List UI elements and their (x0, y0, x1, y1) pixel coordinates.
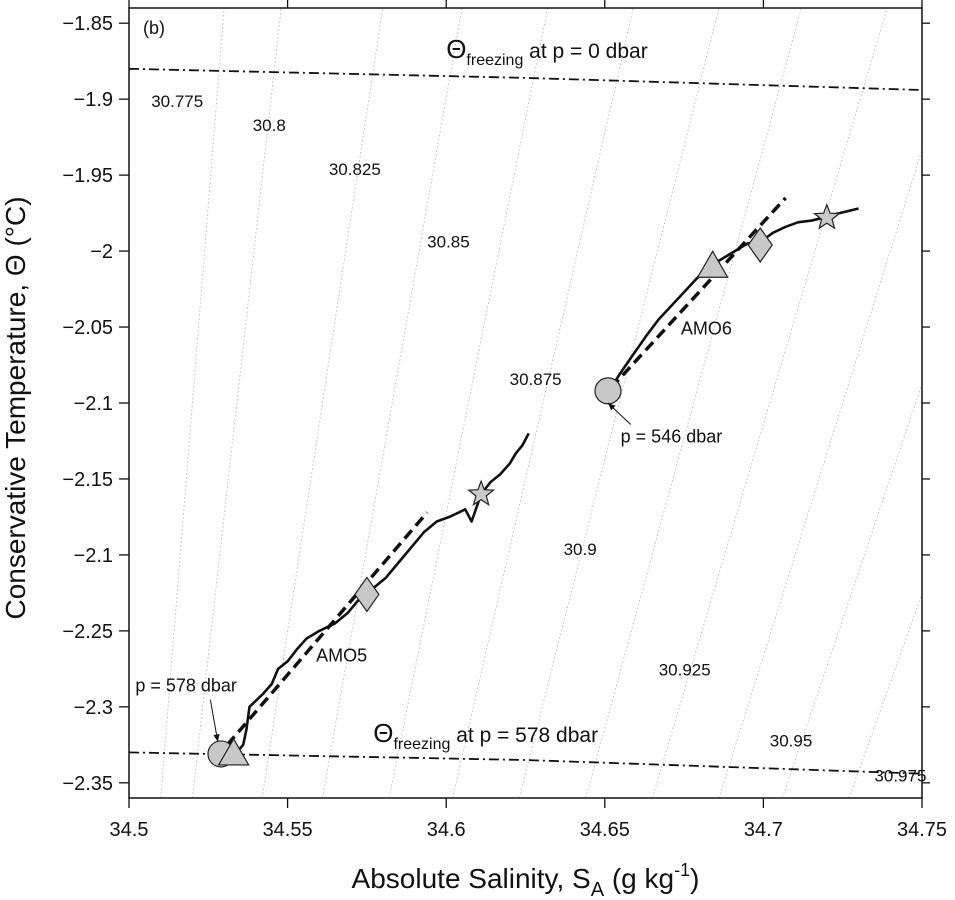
isopycnal-label-7: 30.95 (770, 731, 813, 750)
x-tick-label-4: 34.7 (744, 819, 783, 841)
star-marker-amo5 (467, 479, 496, 507)
x-axis-ticks: 34.5 34.55 34.6 34.65 34.7 34.75 (110, 0, 947, 841)
x-tick-label-1: 34.55 (263, 819, 313, 841)
diamond-marker-amo6 (747, 226, 773, 264)
markers (207, 203, 841, 768)
y-tick-label-3: −2 (90, 241, 113, 263)
annotation-2: p = 546 dbar (621, 427, 723, 447)
linear-fits (226, 196, 787, 746)
isopycnal-line-10 (782, 382, 922, 798)
y-tick-label-0: −1.85 (62, 13, 113, 35)
star-marker-amo6 (812, 203, 841, 230)
triangle-marker-amo6 (696, 250, 729, 278)
y-tick-label-10: −2.35 (62, 773, 113, 795)
y-tick-label-9: −2.3 (74, 697, 113, 719)
circle-marker-amo6 (594, 377, 622, 405)
isopycnal-line-0 (160, 8, 225, 798)
isopycnal-label-3: 30.85 (427, 232, 470, 251)
isopycnal-line-8 (651, 8, 888, 798)
annotations: AMO6 AMO5 p = 546 dbar p = 578 dbar (135, 319, 732, 742)
profile-line-amo6 (610, 207, 859, 389)
x-axis-label: Absolute Salinity, SA (g kg-1) (352, 860, 700, 900)
x-tick-label-3: 34.65 (580, 819, 630, 841)
freezing-label-0: Θfreezing at p = 0 dbar (446, 34, 648, 69)
fit-line-amo6 (609, 196, 787, 389)
plot-frame (128, 7, 923, 799)
freezing-line-1 (128, 751, 923, 775)
isopycnal-label-8: 30.975 (874, 766, 926, 785)
isopycnal-line-7 (585, 8, 802, 798)
isopycnal-label-5: 30.9 (564, 540, 597, 559)
annotation-1: AMO5 (316, 645, 367, 665)
isopycnal-label-1: 30.8 (253, 116, 286, 135)
y-tick-label-4: −2.05 (62, 317, 113, 339)
isopycnal-label-2: 30.825 (329, 160, 381, 179)
y-tick-label-8: −2.25 (62, 621, 113, 643)
x-tick-label-5: 34.75 (897, 819, 947, 841)
panel-label: (b) (143, 18, 165, 38)
annotation-3: p = 578 dbar (135, 676, 237, 696)
y-tick-label-7: −2.1 (74, 545, 113, 567)
profile-line-amo5 (235, 432, 530, 754)
triangle-marker-amo5 (217, 737, 250, 766)
isopycnal-line-1 (191, 8, 282, 798)
x-tick-label-0: 34.5 (110, 819, 149, 841)
freezing-label-1: Θfreezing at p = 578 dbar (373, 718, 598, 753)
fit-line-amo5 (226, 511, 429, 746)
isopycnal-label-0: 30.775 (151, 92, 203, 111)
y-axis-label: Conservative Temperature, Θ (°C) (0, 196, 31, 619)
isopycnal-label-4: 30.875 (510, 370, 562, 389)
isopycnal-label-6: 30.925 (659, 661, 711, 680)
isopycnal-line-5 (452, 8, 634, 798)
y-tick-label-2: −1.95 (62, 165, 113, 187)
y-tick-label-5: −2.1 (74, 393, 113, 415)
isopycnal-labels: 30.775 30.8 30.825 30.85 30.875 30.9 30.925 30.… (151, 92, 926, 786)
isopycnal-line-3 (322, 8, 463, 798)
freezing-lines: Θfreezing at p = 0 dbar Θfreezing at p = … (128, 34, 923, 775)
profiles (235, 207, 859, 754)
x-tick-label-2: 34.6 (427, 819, 466, 841)
y-axis-ticks: −1.85 −1.9 −1.95 −2 −2.05 −2.1 −2.15 −2.1 −2.25 −… (62, 13, 930, 795)
freezing-line-0 (128, 67, 923, 91)
diamond-marker-amo5 (354, 576, 380, 613)
isopycnal-line-11 (848, 592, 922, 798)
y-tick-label-6: −2.15 (62, 469, 113, 491)
y-tick-label-1: −1.9 (74, 89, 113, 111)
annotation-arrow-head-2 (607, 403, 616, 411)
isopycnal-line-4 (388, 8, 549, 798)
annotation-arrow-head-3 (213, 733, 220, 742)
isopycnal-line-9 (718, 148, 922, 798)
annotation-0: AMO6 (681, 319, 732, 339)
